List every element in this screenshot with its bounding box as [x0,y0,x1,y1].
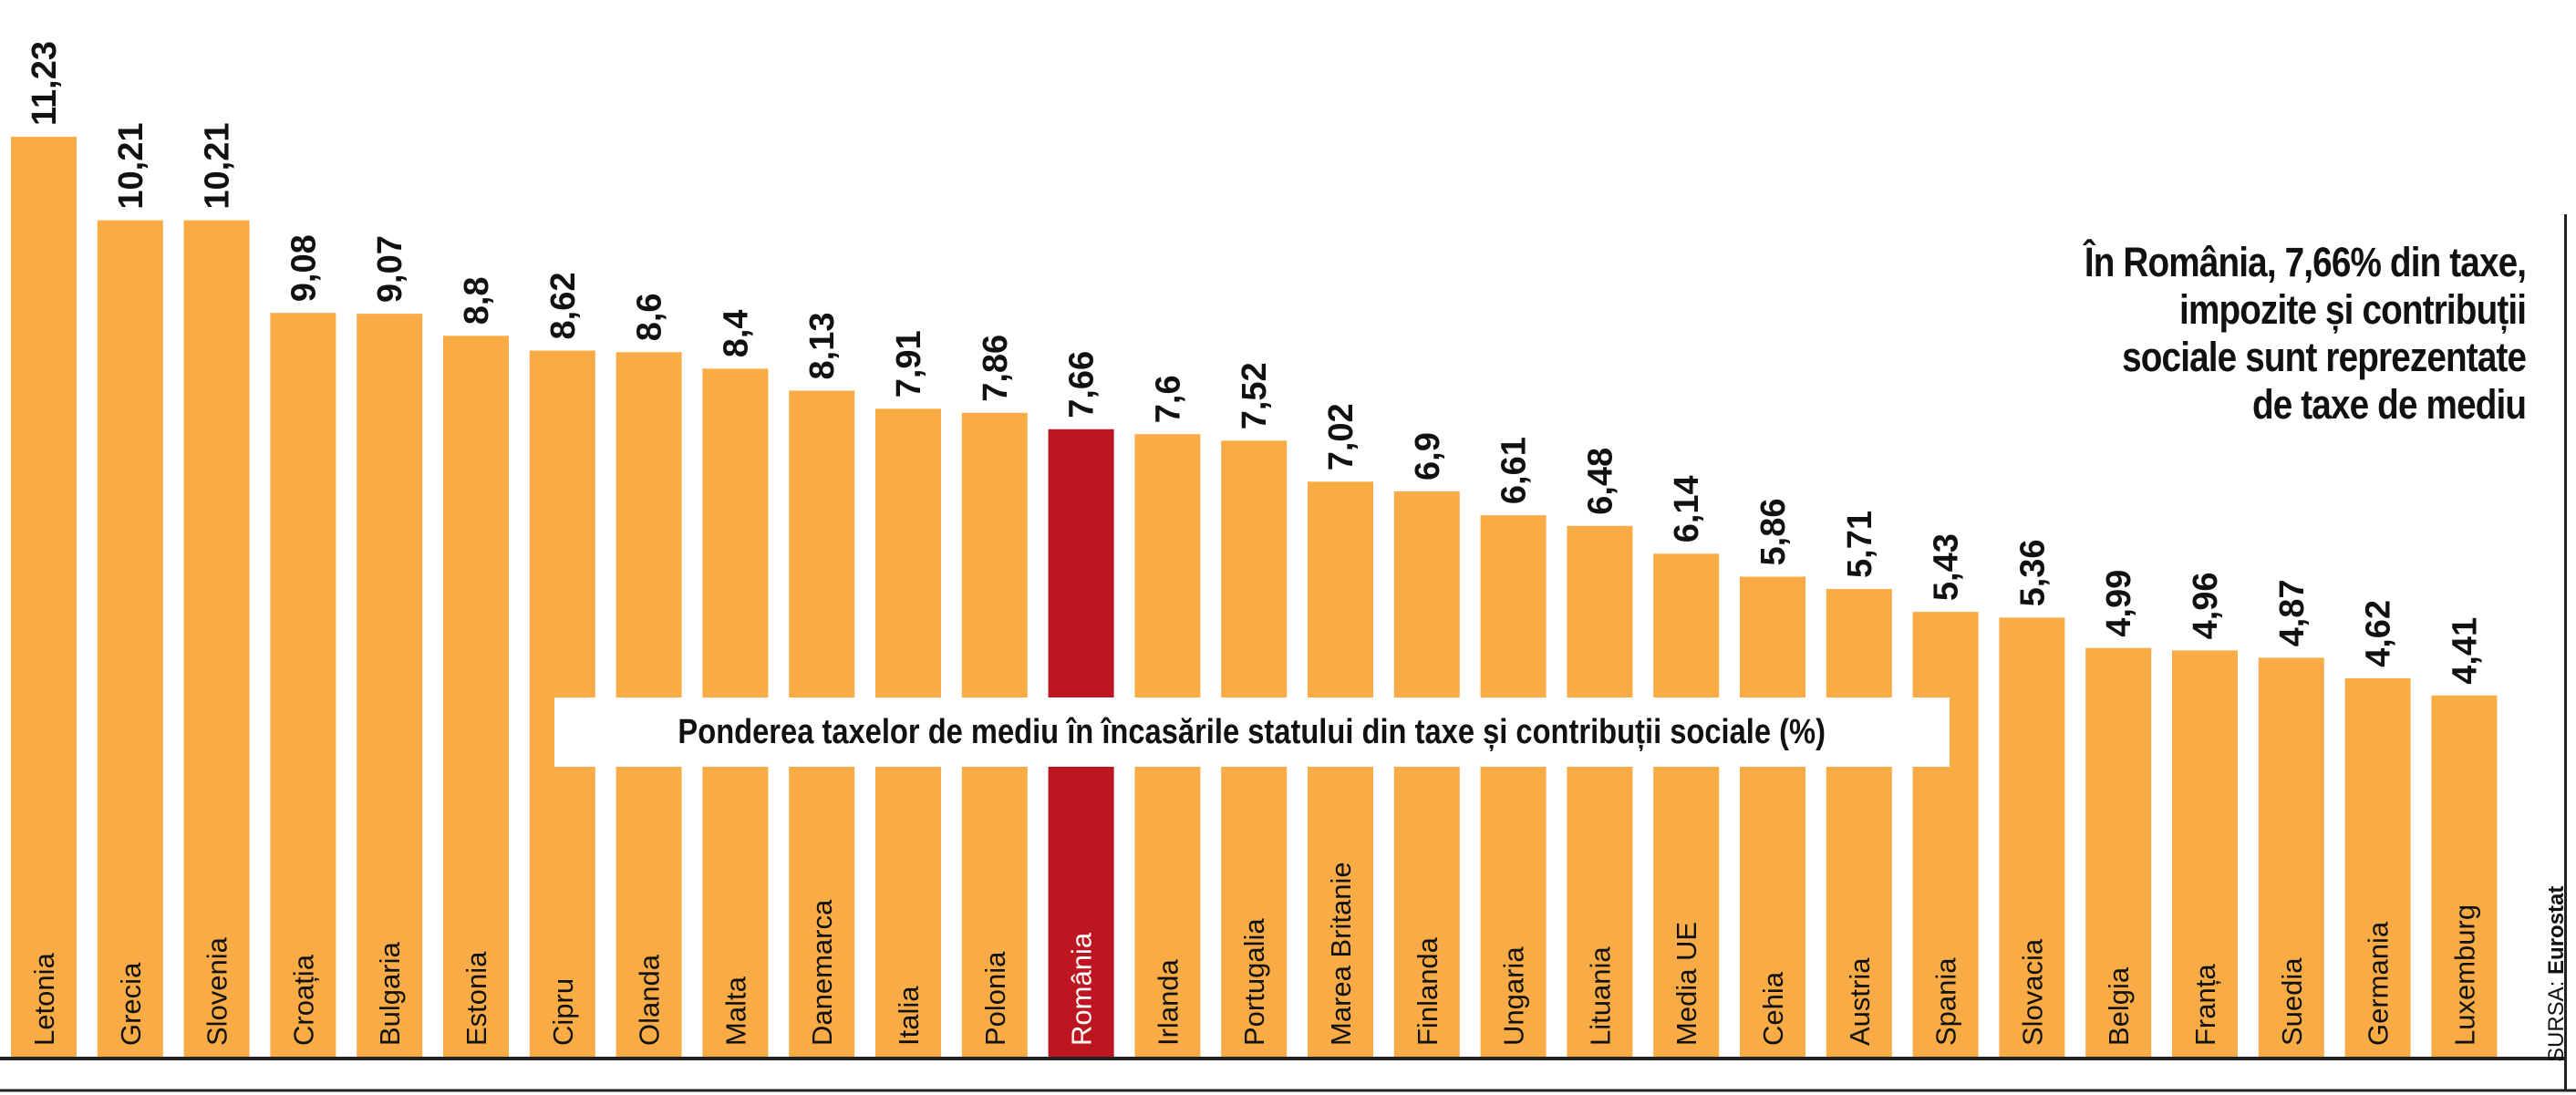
value-label-bulgaria: 9,07 [371,235,409,303]
category-label-belgia: Belgia [2103,966,2135,1046]
category-label-ungaria: Ungaria [1498,946,1530,1046]
value-label-media-ue: 6,14 [1668,475,1706,542]
category-label-lituania: Lituania [1584,946,1616,1046]
value-label-finlanda: 6,9 [1409,432,1447,480]
category-label-cipru: Cipru [547,978,579,1046]
bar-austria [1826,589,1892,1057]
category-label-polonia: Polonia [979,951,1011,1046]
bar-estonia [443,336,509,1057]
value-label-austria: 5,71 [1841,511,1879,578]
headline-line-1: În România, 7,66% din taxe, [2084,239,2527,285]
value-label-estonia: 8,8 [458,276,496,325]
category-label-marea-britanie: Marea Britanie [1325,862,1357,1046]
right-rule [2564,214,2567,1090]
category-label-cehia: Cehia [1757,971,1789,1046]
category-label-letonia: Letonia [28,953,60,1046]
bar-cehia [1740,576,1805,1057]
source-label: SURSA: [2544,974,2569,1062]
value-label-cehia: 5,86 [1754,499,1793,566]
bar-belgia [2085,647,2152,1057]
value-label-marea-britanie: 7,02 [1322,403,1360,470]
category-label-finlanda: Finlanda [1412,936,1443,1046]
bar-luxemburg [2431,695,2498,1057]
bar-ungaria [1480,515,1547,1057]
bar-bulgaria [357,314,423,1058]
category-label-olanda: Olanda [634,954,666,1046]
category-label-austria: Austria [1844,957,1876,1046]
bars-layer [11,137,2498,1058]
bar-suedia [2258,657,2324,1057]
value-labels-layer: 11,23 10,21 10,21 9,08 9,07 8,8 8,62 8,6 8,4 8,13… [26,41,2484,685]
value-label-germania: 4,62 [2360,600,2398,667]
value-label-cipru: 8,62 [544,273,583,340]
bar-germania [2344,677,2411,1057]
headline-line-4: de taxe de mediu [2251,381,2527,428]
value-label-letonia: 11,23 [26,41,64,126]
category-label-spania: Spania [1930,957,1962,1046]
value-label-polonia: 7,86 [977,335,1015,402]
category-label-croatia: Croația [287,954,319,1046]
category-label-suedia: Suedia [2276,957,2308,1046]
value-label-slovacia: 5,36 [2013,539,2052,606]
category-label-italia: Italia [893,986,925,1046]
value-label-romania: 7,66 [1063,351,1102,418]
bar-slovenia [183,220,250,1058]
value-label-croatia: 9,08 [284,234,323,302]
value-label-spania: 5,43 [1928,533,1966,601]
category-label-media-ue: Media UE [1671,922,1702,1046]
bar-slovacia [1999,617,2065,1057]
category-label-portugalia: Portugalia [1238,918,1270,1046]
value-label-luxemburg: 4,41 [2446,617,2484,685]
bar-franta [2172,650,2238,1057]
bar-grecia [97,220,163,1058]
category-labels-layer: Letonia Grecia Slovenia Croația Bulgaria Esto… [28,862,2480,1046]
headline-line-3: sociale sunt reprezentate [2121,334,2527,380]
value-label-franta: 4,96 [2187,572,2225,639]
value-label-belgia: 4,99 [2100,570,2138,637]
category-label-luxemburg: Luxemburg [2448,904,2480,1046]
chart-subtitle: Ponderea taxelor de mediu în încasările … [678,712,1826,751]
category-label-slovacia: Slovacia [2016,938,2048,1046]
category-label-irlanda: Irlanda [1152,958,1184,1046]
category-label-malta: Malta [719,976,751,1046]
source-note: SURSA: Eurostat [2544,886,2570,1062]
chart-subtitle-band: Ponderea taxelor de mediu în încasările … [554,697,1950,767]
category-label-estonia: Estonia [460,951,492,1046]
value-label-suedia: 4,87 [2273,579,2312,646]
category-label-bulgaria: Bulgaria [374,942,406,1046]
value-label-lituania: 6,48 [1581,448,1619,515]
bar-media-ue [1653,553,1720,1057]
bar-lituania [1567,525,1633,1057]
category-label-franta: Franța [2189,964,2221,1046]
value-label-ungaria: 6,61 [1495,437,1534,504]
category-label-germania: Germania [2363,921,2395,1046]
source-value: Eurostat [2544,885,2569,975]
bar-croatia [270,313,336,1057]
category-label-danemarca: Danemarca [806,899,838,1046]
value-label-portugalia: 7,52 [1236,362,1274,429]
value-label-danemarca: 8,13 [803,313,842,380]
bar-spania [1912,612,1979,1057]
value-label-irlanda: 7,6 [1149,375,1187,423]
headline: În România, 7,66% din taxe, impozite și … [2084,239,2527,429]
bar-marea-britanie [1308,481,1373,1057]
category-label-slovenia: Slovenia [202,936,233,1046]
value-label-olanda: 8,6 [631,293,669,341]
headline-line-2: impozite și contribuții [2178,286,2527,333]
value-label-italia: 7,91 [890,330,928,398]
bar-finlanda [1393,491,1460,1057]
value-label-malta: 8,4 [717,309,755,357]
value-label-slovenia: 10,21 [199,123,237,210]
bar-letonia [11,137,77,1057]
category-label-romania: România [1066,932,1098,1046]
value-label-grecia: 10,21 [112,123,150,210]
category-label-grecia: Grecia [115,962,147,1046]
